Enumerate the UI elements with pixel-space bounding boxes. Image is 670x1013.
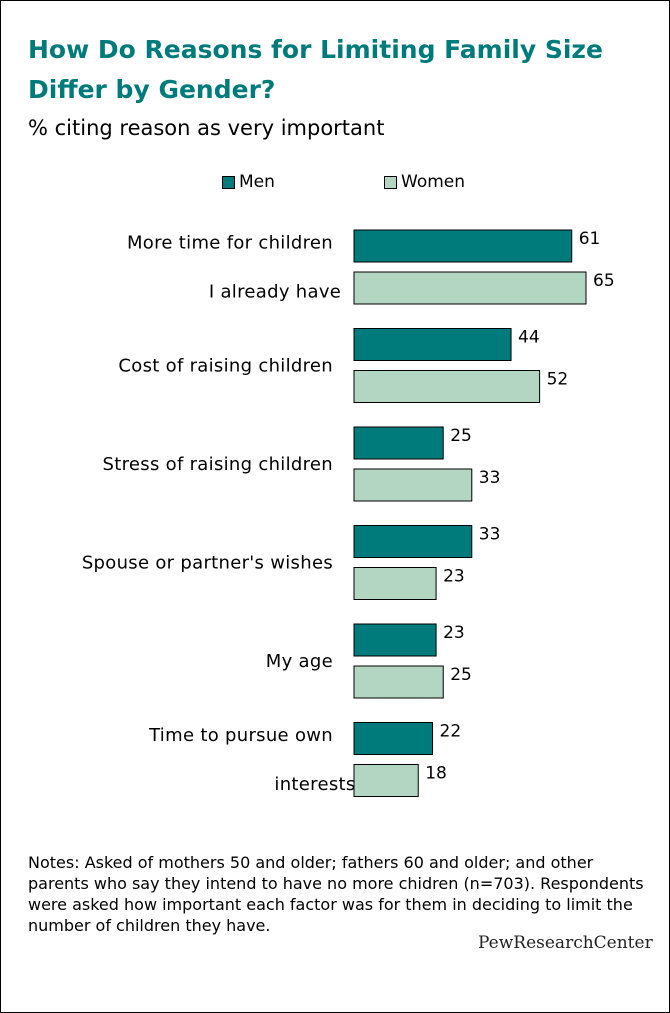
category-label-line: Cost of raising children (118, 356, 333, 377)
category-label-cost-of-raising-children: Cost of raising children (118, 356, 333, 377)
legend-label-women: Women (401, 172, 466, 192)
legend-swatch-men (222, 175, 235, 189)
chart-notes: Notes: Asked of mothers 50 and older; fa… (28, 853, 644, 935)
legend-swatch-women (384, 175, 397, 189)
legend-label-men: Men (239, 172, 275, 192)
bar-men-spouse-or-partner-s-wishes (353, 525, 473, 558)
legend-item-men: Men (222, 172, 275, 192)
value-label-men-my-age: 23 (443, 623, 465, 643)
legend-item-women: Women (384, 172, 465, 192)
chart-subtitle: % citing reason as very important (28, 116, 385, 140)
chart-title: How Do Reasons for Limiting Family Size … (28, 35, 603, 104)
value-label-men-more-time-for-children-i-already-have: 61 (579, 229, 601, 249)
value-label-men-cost-of-raising-children: 44 (518, 328, 540, 348)
category-label-line: More time for children (127, 233, 333, 254)
category-label-line: interests (274, 774, 355, 795)
category-label-my-age: My age (266, 651, 333, 672)
bar-men-time-to-pursue-own-interests (353, 722, 434, 755)
value-label-women-time-to-pursue-own-interests: 18 (425, 764, 447, 784)
value-label-women-my-age: 25 (450, 665, 472, 685)
bar-women-my-age (353, 665, 444, 699)
category-label-spouse-or-partner-s-wishes: Spouse or partner's wishes (82, 553, 333, 574)
value-label-women-stress-of-raising-children: 33 (479, 468, 501, 488)
value-label-women-spouse-or-partner-s-wishes: 23 (443, 567, 465, 587)
category-label-line: My age (266, 651, 333, 672)
category-label-line: Time to pursue own (148, 725, 333, 746)
value-label-men-spouse-or-partner-s-wishes: 33 (479, 525, 501, 545)
value-label-women-cost-of-raising-children: 52 (547, 370, 569, 390)
category-label-line: Spouse or partner's wishes (82, 553, 333, 574)
bar-men-stress-of-raising-children (353, 426, 444, 460)
value-label-men-stress-of-raising-children: 25 (450, 426, 472, 446)
category-label-stress-of-raising-children: Stress of raising children (103, 454, 334, 475)
bar-women-stress-of-raising-children (353, 468, 473, 502)
bar-men-cost-of-raising-children (353, 328, 512, 361)
bar-men-my-age (353, 623, 437, 657)
category-label-line: Stress of raising children (103, 454, 334, 475)
bar-women-time-to-pursue-own-interests (353, 764, 419, 797)
category-label-line: I already have (209, 282, 341, 303)
category-label-time-to-pursue-own-interests: Time to pursue own interests (148, 725, 356, 795)
bar-men-more-time-for-children-i-already-have (353, 229, 573, 263)
category-label-more-time-for-children-i-already-have: More time for children I already have (127, 233, 341, 303)
bar-women-spouse-or-partner-s-wishes (353, 567, 437, 600)
value-label-men-time-to-pursue-own-interests: 22 (440, 722, 462, 742)
value-label-women-more-time-for-children-i-already-have: 65 (593, 271, 615, 291)
bar-women-more-time-for-children-i-already-have (353, 271, 587, 305)
bar-women-cost-of-raising-children (353, 370, 541, 403)
pew-research-logo: PewResearchCenter (478, 933, 653, 953)
